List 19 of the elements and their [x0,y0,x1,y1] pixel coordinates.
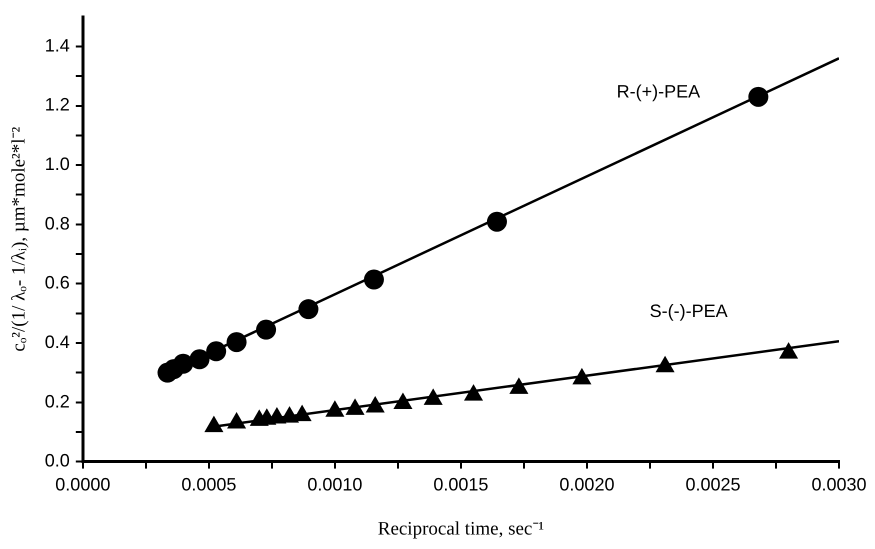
x-axis-title: Reciprocal time, sec⁻¹ [378,518,544,540]
y-tick-label: 0.6 [44,272,70,293]
x-tick-label: 0.0025 [685,474,740,494]
x-tick-label: 0.0030 [811,474,867,494]
y-tick-label: 1.2 [44,94,70,115]
x-tick-label: 0.0005 [181,474,236,494]
x-tick-label: 0.0015 [433,474,488,494]
y-tick-label: 1.0 [44,154,70,174]
y-tick-label: 0.2 [44,391,70,412]
text: R-(+)-PEA [616,82,700,102]
y-tick-label: 1.4 [44,35,70,56]
y-tick-label: 0.8 [44,213,70,234]
x-tick-label: 0.0020 [559,474,614,494]
text: S-(-)-PEA [650,301,728,322]
y-tick-label: 0.4 [44,332,70,352]
x-tick-label: 0.0010 [307,474,362,494]
x-tick-label: 0.0000 [55,474,110,494]
y-axis-title: cₒ²/(1/ λₒ- 1/λᵢ), µm*mole²*l⁻² [8,126,30,352]
y-tick-label: 0.0 [44,450,70,471]
